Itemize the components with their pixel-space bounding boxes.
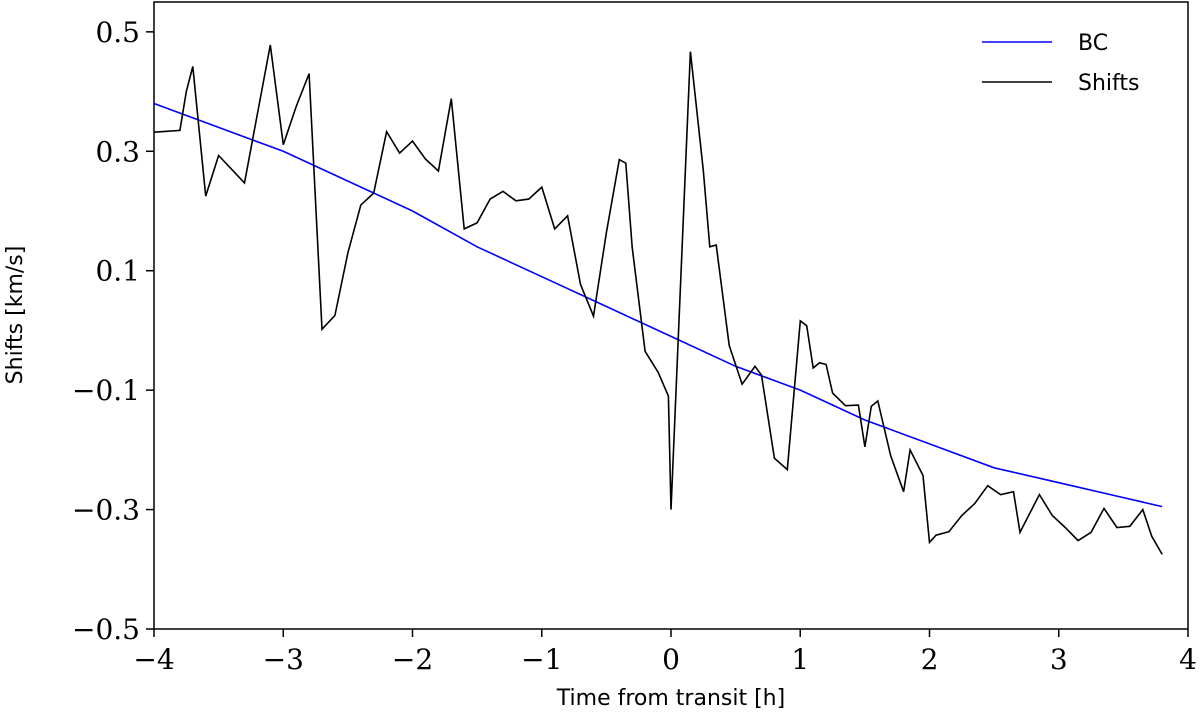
plot-area: [153, 1, 1189, 630]
plot-frame: [153, 1, 1189, 630]
y-axis-label: Shifts [km/s]: [3, 246, 28, 385]
y-tick-label: −0.5: [72, 613, 140, 646]
series-line-bc: [153, 102, 1163, 508]
series-layer: [153, 44, 1163, 555]
y-axis-ticks: −0.5 −0.3 −0.1 0.1 0.3 0.5: [72, 16, 154, 646]
x-tick-label: −1: [521, 643, 562, 676]
x-tick-label: −4: [133, 643, 174, 676]
x-tick-label: 4: [1179, 643, 1197, 676]
x-tick-label: −3: [263, 643, 304, 676]
x-axis-ticks: −4 −3 −2 −1 0 1 2 3 4: [133, 629, 1197, 676]
series-line-shifts: [153, 44, 1163, 555]
x-tick-label: 0: [662, 643, 680, 676]
y-tick-label: 0.1: [95, 255, 140, 288]
y-tick-label: 0.3: [95, 135, 140, 168]
y-tick-label: −0.1: [72, 374, 140, 407]
legend-label-shifts: Shifts: [1078, 71, 1139, 96]
y-tick-label: −0.3: [72, 494, 140, 527]
x-tick-label: −2: [392, 643, 433, 676]
x-tick-label: 1: [791, 643, 809, 676]
y-tick-label: 0.5: [95, 16, 140, 49]
x-tick-label: 3: [1050, 643, 1068, 676]
x-tick-label: 2: [921, 643, 939, 676]
legend: BC Shifts: [982, 31, 1139, 96]
x-axis-label: Time from transit [h]: [556, 686, 785, 711]
legend-label-bc: BC: [1078, 31, 1108, 56]
